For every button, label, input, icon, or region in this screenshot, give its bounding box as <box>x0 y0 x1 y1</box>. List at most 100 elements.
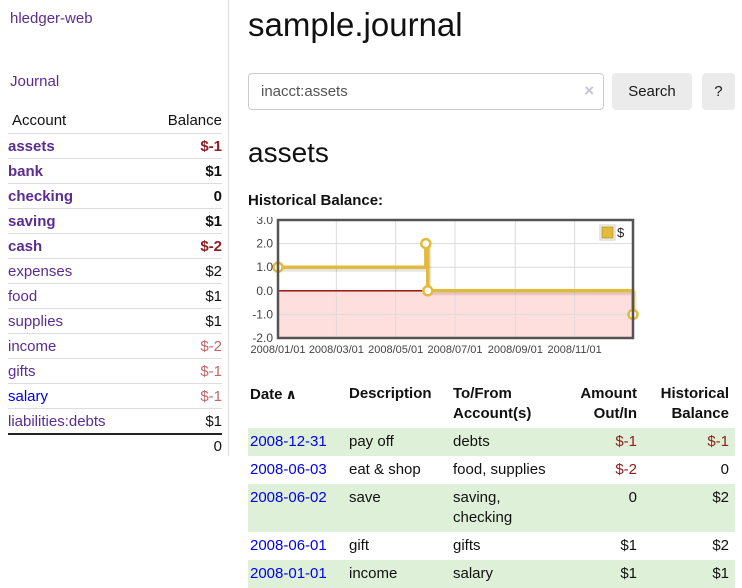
svg-text:$: $ <box>617 225 625 240</box>
transaction-date-link[interactable]: 2008-06-01 <box>250 537 327 554</box>
sort-ascending-icon: ∧ <box>285 386 297 402</box>
register-header-description: Description <box>349 385 432 402</box>
account-link-salary[interactable]: salary <box>8 387 49 405</box>
search-button[interactable]: Search <box>612 73 692 110</box>
transaction-accounts: salary <box>453 565 494 582</box>
account-balance: $1 <box>142 208 222 234</box>
account-balance: $1 <box>142 283 222 309</box>
svg-text:3.0: 3.0 <box>256 217 273 227</box>
account-balance: $1 <box>142 308 222 334</box>
account-link-gifts[interactable]: gifts <box>8 362 36 380</box>
transaction-description: gift <box>349 537 370 554</box>
transaction-description: pay off <box>349 433 394 450</box>
account-heading: assets <box>248 137 329 168</box>
main-content: sample.journal × Search ? assets Histori… <box>248 0 735 588</box>
account-row-saving: saving $1 <box>8 208 222 234</box>
transaction-amount: $1 <box>620 565 637 582</box>
transaction-amount: $-2 <box>615 461 637 478</box>
transaction-balance: $2 <box>712 537 729 554</box>
svg-text:2.0: 2.0 <box>256 237 273 251</box>
search-input[interactable] <box>248 73 605 110</box>
account-row-liabilities-debts: liabilities:debts $1 <box>8 408 222 434</box>
account-balance: $-1 <box>142 133 222 159</box>
transaction-description: eat & shop <box>349 461 421 478</box>
account-link-supplies[interactable]: supplies <box>8 312 64 330</box>
transaction-description: income <box>349 565 398 582</box>
transaction-date-link[interactable]: 2008-01-01 <box>250 565 327 582</box>
register-header-amount: Amount Out/In <box>580 385 637 422</box>
account-balance: $2 <box>142 258 222 284</box>
transaction-accounts: food, supplies <box>453 461 546 478</box>
account-balance: $-1 <box>142 358 222 384</box>
svg-text:2008/01/01: 2008/01/01 <box>250 344 305 356</box>
transaction-description: save <box>349 489 381 506</box>
svg-text:1.0: 1.0 <box>256 260 273 274</box>
svg-text:2008/09/01: 2008/09/01 <box>488 344 543 356</box>
transaction-balance: $2 <box>712 489 729 506</box>
register-row[interactable]: 2008-01-01 income salary $1 $1 <box>248 560 735 588</box>
register-header-row: Date ∧ Description To/From Account(s) Amo… <box>248 382 735 428</box>
register-header-account: To/From Account(s) <box>453 385 532 422</box>
account-link-cash[interactable]: cash <box>8 237 43 255</box>
account-row-gifts: gifts $-1 <box>8 358 222 384</box>
sidebar-item-journal[interactable]: Journal <box>10 73 60 90</box>
transaction-accounts: debts <box>453 433 490 450</box>
account-link-income[interactable]: income <box>8 337 57 355</box>
accounts-total-value: 0 <box>142 433 222 457</box>
svg-text:2008/03/01: 2008/03/01 <box>309 344 364 356</box>
register-row[interactable]: 2008-06-03 eat & shop food, supplies $-2… <box>248 456 735 484</box>
register-header-date[interactable]: Date ∧ <box>250 386 297 403</box>
account-row-checking: checking 0 <box>8 183 222 209</box>
sidebar: hledger-web Journal Account Balance asse… <box>0 0 229 457</box>
transaction-date-link[interactable]: 2008-06-02 <box>250 489 327 506</box>
account-balance: $-2 <box>142 233 222 259</box>
account-link-liabilities-debts[interactable]: liabilities:debts <box>8 412 106 430</box>
account-balance: $-2 <box>142 333 222 359</box>
account-link-expenses[interactable]: expenses <box>8 262 73 280</box>
account-balance: $1 <box>142 408 222 434</box>
svg-text:2008/07/01: 2008/07/01 <box>427 344 482 356</box>
account-row-food: food $1 <box>8 283 222 309</box>
account-row-cash: cash $-2 <box>8 233 222 259</box>
account-link-assets[interactable]: assets <box>8 137 55 155</box>
svg-text:-2.0: -2.0 <box>252 331 273 345</box>
transaction-date-link[interactable]: 2008-06-03 <box>250 461 327 478</box>
account-row-supplies: supplies $1 <box>8 308 222 334</box>
accounts-header-balance: Balance <box>167 112 222 129</box>
account-row-salary: salary $-1 <box>8 383 222 409</box>
register-row[interactable]: 2008-06-02 save saving, checking 0 $2 <box>248 484 735 532</box>
historical-balance-chart: $3.0 2.0 1.0 0.0 -1.0 -2.0 2008/01/01 2008/03/0… <box>248 213 735 363</box>
svg-text:0.0: 0.0 <box>256 284 273 298</box>
transaction-amount: 0 <box>628 489 637 506</box>
transaction-accounts: saving, checking <box>453 489 513 526</box>
account-link-saving[interactable]: saving <box>8 212 56 230</box>
register-row[interactable]: 2008-12-31 pay off debts $-1 $-1 <box>248 428 735 456</box>
account-row-expenses: expenses $2 <box>8 258 222 284</box>
account-row-assets: assets $-1 <box>8 133 222 159</box>
account-link-bank[interactable]: bank <box>8 162 44 180</box>
account-link-checking[interactable]: checking <box>8 187 74 205</box>
register-row[interactable]: 2008-06-01 gift gifts $1 $2 <box>248 532 735 560</box>
accounts-total-row: 0 <box>8 433 222 457</box>
account-row-bank: bank $1 <box>8 158 222 184</box>
transaction-amount: $-1 <box>615 433 637 450</box>
app-brand-link[interactable]: hledger-web <box>10 10 93 27</box>
account-link-food[interactable]: food <box>8 287 38 305</box>
clear-search-icon[interactable]: × <box>584 81 595 100</box>
account-balance: $1 <box>142 158 222 184</box>
accounts-header-account: Account <box>12 112 67 129</box>
transaction-balance: $1 <box>712 565 729 582</box>
svg-text:2008/05/01: 2008/05/01 <box>368 344 423 356</box>
page-title: sample.journal <box>248 6 463 43</box>
help-button[interactable]: ? <box>701 73 735 110</box>
transaction-balance: 0 <box>720 461 729 478</box>
transaction-date-link[interactable]: 2008-12-31 <box>250 433 327 450</box>
svg-text:-1.0: -1.0 <box>252 307 273 321</box>
search-bar: × Search ? <box>248 73 735 110</box>
account-row-income: income $-2 <box>8 333 222 359</box>
register-header-balance: Historical Balance <box>660 385 729 422</box>
accounts-table: Account Balance assets $-1 bank $1 check… <box>8 110 222 457</box>
register-table: Date ∧ Description To/From Account(s) Amo… <box>248 382 735 588</box>
transaction-balance: $-1 <box>707 433 729 450</box>
